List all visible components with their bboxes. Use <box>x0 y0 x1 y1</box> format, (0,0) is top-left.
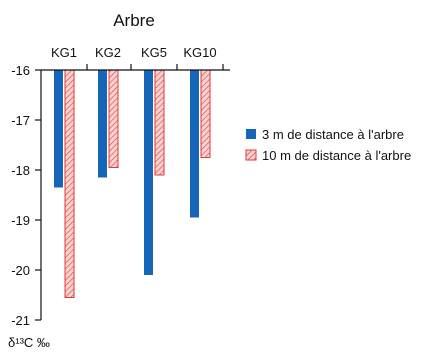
bar-kg10-series-2 <box>200 69 211 158</box>
bar-kg10-series-1 <box>190 70 199 218</box>
bar-kg1-series-2 <box>64 69 75 298</box>
bar-kg2-series-2 <box>108 69 119 168</box>
bar-kg5-series-2 <box>154 69 165 176</box>
y-tick-label: -16 <box>11 63 30 78</box>
legend: 3 m de distance à l'arbre 10 m de distanc… <box>245 127 411 163</box>
legend-label-2: 10 m de distance à l'arbre <box>262 148 411 163</box>
category-label-kg10: KG10 <box>183 45 216 60</box>
legend-swatch-2 <box>245 149 257 161</box>
bars <box>54 69 211 298</box>
y-tick-label: -20 <box>11 263 30 278</box>
category-label-kg5: KG5 <box>141 45 167 60</box>
axes <box>40 64 230 320</box>
category-labels: KG1 KG2 KG5 KG10 <box>51 45 217 60</box>
y-tick-label: -17 <box>11 113 30 128</box>
bar-kg5-series-1 <box>144 70 153 275</box>
legend-swatch-1 <box>246 129 256 139</box>
bar-kg1-series-1 <box>54 70 63 188</box>
y-axis-label: δ¹³C ‰ <box>8 335 50 350</box>
chart-title: Arbre <box>113 11 155 30</box>
y-tick-label: -18 <box>11 163 30 178</box>
category-label-kg2: KG2 <box>95 45 121 60</box>
y-tick-label: -21 <box>11 313 30 328</box>
y-tick-label: -19 <box>11 213 30 228</box>
bar-kg2-series-1 <box>98 70 107 178</box>
y-ticks: -16 -17 -18 -19 -20 -21 <box>11 63 41 328</box>
category-label-kg1: KG1 <box>51 45 77 60</box>
legend-label-1: 3 m de distance à l'arbre <box>262 127 404 142</box>
